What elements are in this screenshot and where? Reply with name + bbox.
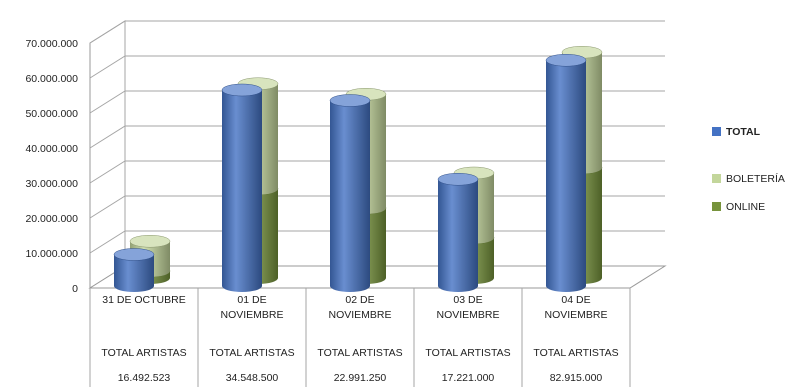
total-bar-body <box>114 254 154 292</box>
table-cell-label: TOTAL ARTISTAS <box>209 347 294 359</box>
side-wall <box>89 20 126 289</box>
total-bar-top <box>221 83 263 97</box>
boleteria-bar-top <box>129 235 171 248</box>
y-tick-label: 60.000.000 <box>25 73 78 85</box>
table-cell-value: 34.548.500 <box>226 372 279 384</box>
x-category-label: NOVIEMBRE <box>436 309 499 321</box>
y-tick-label: 20.000.000 <box>25 213 78 225</box>
legend-label: TOTAL <box>726 126 761 138</box>
y-tick-label: 10.000.000 <box>25 248 78 260</box>
table-cell-value: 16.492.523 <box>118 372 171 384</box>
total-bar-top <box>113 248 155 261</box>
total-bar-body <box>438 179 478 292</box>
legend-label: BOLETERÍA <box>726 172 785 185</box>
table-cell-value: 22.991.250 <box>334 372 387 384</box>
gridline <box>89 20 665 44</box>
x-category-label: 01 DE <box>237 294 266 306</box>
x-category-label: NOVIEMBRE <box>544 309 607 321</box>
y-tick-label: 0 <box>72 283 78 295</box>
y-tick-label: 30.000.000 <box>25 178 78 190</box>
table-cell-label: TOTAL ARTISTAS <box>317 347 402 359</box>
total-bar-body <box>222 90 262 292</box>
table-cell-label: TOTAL ARTISTAS <box>533 347 618 359</box>
x-category-label: 03 DE <box>453 294 482 306</box>
y-tick-label: 40.000.000 <box>25 143 78 155</box>
y-tick-label: 50.000.000 <box>25 108 78 120</box>
total-bar-top <box>545 54 587 67</box>
legend-swatch <box>712 202 721 211</box>
legend-swatch <box>712 174 721 183</box>
legend-label: ONLINE <box>726 201 765 213</box>
legend-swatch <box>712 127 721 136</box>
x-category-label: 31 DE OCTUBRE <box>102 294 185 306</box>
total-bar-body <box>546 60 586 292</box>
x-category-label: 02 DE <box>345 294 374 306</box>
x-category-label: NOVIEMBRE <box>220 309 283 321</box>
total-bar-body <box>330 100 370 292</box>
y-tick-label: 70.000.000 <box>25 38 78 50</box>
x-category-label: NOVIEMBRE <box>328 309 391 321</box>
table-cell-label: TOTAL ARTISTAS <box>101 347 186 359</box>
x-category-label: 04 DE <box>561 294 590 306</box>
table-cell-label: TOTAL ARTISTAS <box>425 347 510 359</box>
table-cell-value: 17.221.000 <box>442 372 495 384</box>
total-bar-top <box>329 94 371 107</box>
table-cell-value: 82.915.000 <box>550 372 603 384</box>
total-bar-top <box>437 173 479 186</box>
